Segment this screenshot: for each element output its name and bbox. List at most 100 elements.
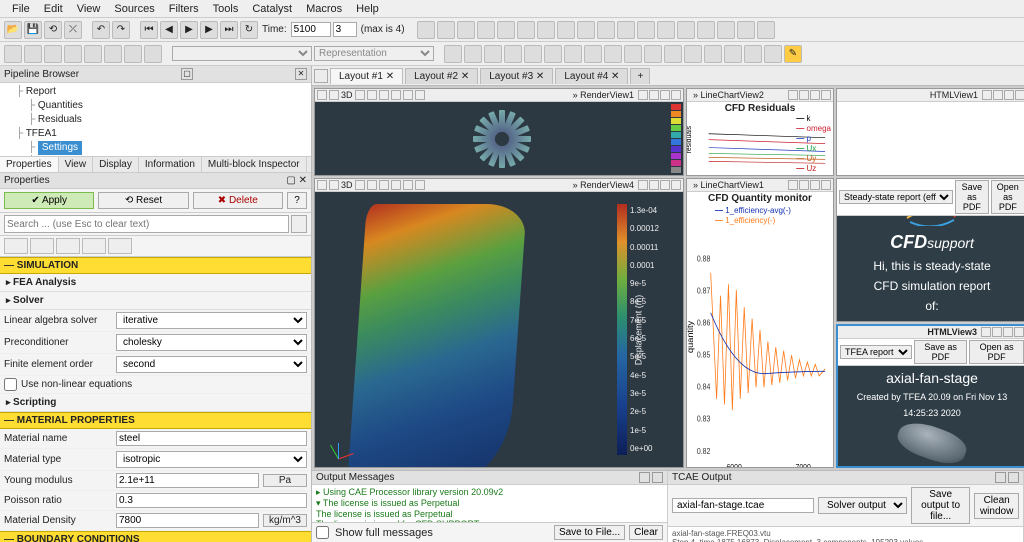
search-input[interactable] — [4, 215, 289, 233]
menu-sources[interactable]: Sources — [108, 2, 160, 15]
pipeline-browser[interactable]: Report Quantities Residuals TFEA1 Settin… — [0, 83, 311, 157]
apply-button[interactable]: ✔ Apply — [4, 192, 94, 209]
tb2-r[interactable] — [624, 45, 642, 63]
save-output-button[interactable]: Save output to file... — [911, 487, 970, 524]
tb-e[interactable] — [497, 21, 515, 39]
tb-q[interactable] — [737, 21, 755, 39]
pipeline-undock-icon[interactable]: ▢ — [181, 68, 193, 80]
search-clear-icon[interactable] — [291, 215, 307, 233]
tb-g[interactable] — [537, 21, 555, 39]
tcae-output[interactable]: axial-fan-stage.FREQ03.vtuStep 4, time 1… — [668, 527, 1023, 542]
layout-tab-3[interactable]: Layout #3 ✕ — [480, 68, 553, 84]
tb2-i[interactable] — [444, 45, 462, 63]
tb-o[interactable] — [697, 21, 715, 39]
section-simulation[interactable]: SIMULATION — [0, 257, 311, 274]
panel-undock-icon[interactable] — [639, 472, 650, 483]
show-full-checkbox[interactable] — [316, 526, 329, 539]
reset-button[interactable]: ⟲ Reset — [98, 192, 188, 209]
section-material[interactable]: MATERIAL PROPERTIES — [0, 412, 311, 429]
save-defaults-icon[interactable] — [82, 238, 106, 254]
restore-icon[interactable] — [56, 238, 80, 254]
tab-display[interactable]: Display — [93, 157, 139, 172]
tb-k[interactable] — [617, 21, 635, 39]
tb2-d[interactable] — [64, 45, 82, 63]
panel-undock-icon[interactable] — [995, 472, 1006, 483]
undo-icon[interactable]: ↶ — [92, 21, 110, 39]
matname-input[interactable] — [116, 431, 307, 446]
panel-close-icon[interactable] — [652, 472, 663, 483]
prec-select[interactable]: cholesky — [116, 334, 307, 351]
time-input[interactable] — [291, 22, 331, 37]
render-view-4[interactable]: 3D » RenderView4 Displacement (m) 1.3e-0… — [314, 178, 684, 468]
output-messages[interactable]: ▸ Using CAE Processor library version 20… — [312, 485, 667, 522]
tb2-u[interactable] — [684, 45, 702, 63]
first-frame-icon[interactable]: ⏮ — [140, 21, 158, 39]
subhdr-scripting[interactable]: Scripting — [0, 394, 311, 412]
tb2-s[interactable] — [644, 45, 662, 63]
menu-catalyst[interactable]: Catalyst — [246, 2, 298, 15]
tb-j[interactable] — [597, 21, 615, 39]
help-button[interactable]: ? — [287, 192, 307, 209]
save-pdf-button[interactable]: Save as PDF — [955, 180, 989, 214]
save-icon[interactable]: 💾 — [24, 21, 42, 39]
open-pdf-button[interactable]: Open as PDF — [991, 180, 1024, 214]
open-pdf-button[interactable]: Open as PDF — [969, 340, 1024, 364]
tab-information[interactable]: Information — [139, 157, 202, 172]
tb2-k[interactable] — [484, 45, 502, 63]
layout-tab-1[interactable]: Layout #1 ✕ — [330, 68, 403, 84]
tb2-a[interactable] — [4, 45, 22, 63]
prev-frame-icon[interactable]: ◀ — [160, 21, 178, 39]
tab-view[interactable]: View — [59, 157, 94, 172]
tb2-b[interactable] — [24, 45, 42, 63]
copy-icon[interactable] — [4, 238, 28, 254]
subhdr-fea[interactable]: FEA Analysis — [0, 274, 311, 292]
panel-close-icon[interactable] — [1008, 472, 1019, 483]
pipeline-node[interactable]: Residuals — [4, 113, 307, 127]
layout-tab-4[interactable]: Layout #4 ✕ — [555, 68, 628, 84]
solver-output-select[interactable]: Solver output — [818, 497, 907, 514]
tb2-n[interactable] — [544, 45, 562, 63]
menu-edit[interactable]: Edit — [38, 2, 69, 15]
tb-m[interactable] — [657, 21, 675, 39]
tb-b[interactable] — [437, 21, 455, 39]
pr-input[interactable] — [116, 493, 307, 508]
properties-scroll[interactable]: SIMULATION FEA Analysis Solver Linear al… — [0, 257, 311, 542]
tb2-f[interactable] — [104, 45, 122, 63]
tcae-file-input[interactable] — [672, 498, 814, 513]
layout-icon[interactable] — [314, 69, 328, 83]
close-view-icon[interactable] — [671, 90, 681, 100]
tb2-y[interactable] — [764, 45, 782, 63]
menu-macros[interactable]: Macros — [300, 2, 348, 15]
subhdr-solver[interactable]: Solver — [0, 292, 311, 310]
section-bc[interactable]: BOUNDARY CONDITIONS — [0, 531, 311, 542]
tb2-l[interactable] — [504, 45, 522, 63]
advanced-icon[interactable] — [108, 238, 132, 254]
tb2-q[interactable] — [604, 45, 622, 63]
tb-c[interactable] — [457, 21, 475, 39]
tb-a[interactable] — [417, 21, 435, 39]
layout-add-button[interactable]: + — [630, 68, 650, 84]
pipeline-close-icon[interactable]: ✕ — [295, 68, 307, 80]
tb2-o[interactable] — [564, 45, 582, 63]
representation-selector[interactable]: Representation — [314, 46, 434, 61]
tb2-t[interactable] — [664, 45, 682, 63]
next-frame-icon[interactable]: ▶ — [200, 21, 218, 39]
mattype-select[interactable]: isotropic — [116, 451, 307, 468]
connect-icon[interactable]: ⟲ — [44, 21, 62, 39]
loop-icon[interactable]: ↻ — [240, 21, 258, 39]
tb-h[interactable] — [557, 21, 575, 39]
close-view-icon[interactable] — [671, 180, 681, 190]
html-view-3[interactable]: HTMLView3 TFEA report Save as PDF Open a… — [836, 324, 1024, 468]
menu-help[interactable]: Help — [350, 2, 385, 15]
menu-file[interactable]: File — [6, 2, 36, 15]
tb2-h[interactable] — [144, 45, 162, 63]
tb-i[interactable] — [577, 21, 595, 39]
highlight-icon[interactable]: ✎ — [784, 45, 802, 63]
redo-icon[interactable]: ↷ — [112, 21, 130, 39]
menu-view[interactable]: View — [71, 2, 107, 15]
frame-input[interactable] — [333, 22, 357, 37]
tab-multiblock[interactable]: Multi-block Inspector — [202, 157, 307, 172]
pipeline-node[interactable]: Quantities — [4, 99, 307, 113]
tb2-j[interactable] — [464, 45, 482, 63]
tb2-c[interactable] — [44, 45, 62, 63]
